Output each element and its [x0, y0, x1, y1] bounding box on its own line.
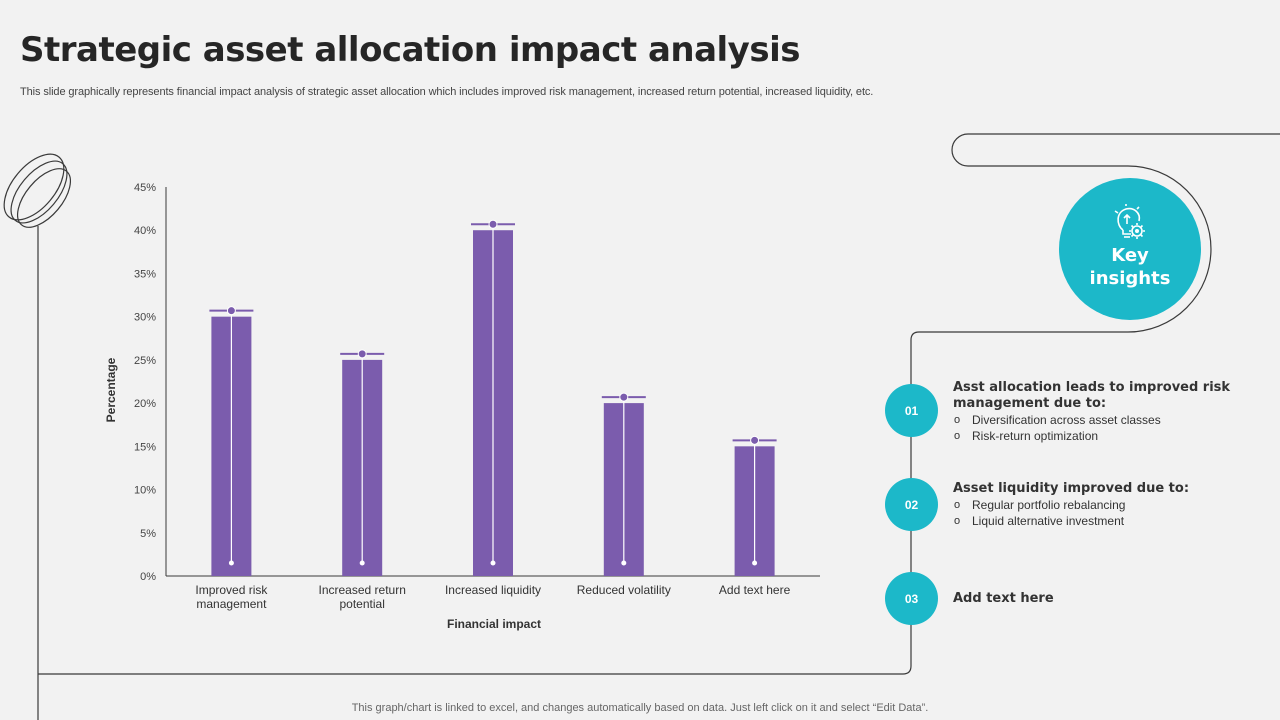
insight-heading: Asset liquidity improved due to: — [953, 481, 1190, 496]
key-insights-badge: Key insights — [1059, 178, 1201, 320]
x-tick-label: Reduced volatility — [577, 583, 671, 597]
y-tick-label: 15% — [134, 441, 156, 453]
insight-heading: Asst allocation leads to improved risk m… — [953, 380, 1231, 411]
bar-cap-dot — [357, 349, 367, 359]
scribble-loop — [3, 153, 65, 221]
bar-base-dot — [490, 560, 496, 566]
scribble-loop — [10, 160, 68, 224]
insight-bullet: Regular portfolio rebalancing — [953, 497, 1253, 513]
x-tick-label: Increased liquidity — [445, 583, 541, 597]
y-tick-label: 0% — [140, 571, 156, 583]
x-tick-label: Add text here — [719, 583, 791, 597]
bar-cap-dot — [488, 219, 498, 229]
x-tick-label: Increased return potential — [319, 583, 406, 611]
bar-base-dot — [228, 560, 234, 566]
insight-bullet: Liquid alternative investment — [953, 513, 1253, 529]
insight-bullet: Diversification across asset classes — [953, 412, 1253, 428]
page-subtitle: This slide graphically represents financ… — [20, 86, 874, 98]
insight-heading: Add text here — [953, 591, 1054, 606]
x-tick-label: Improved risk management — [195, 583, 268, 611]
scribble-loop — [17, 168, 71, 228]
lightbulb-gear-icon — [1114, 204, 1145, 239]
insight-number-badge: 02 — [885, 478, 938, 531]
bar-cap-dot — [619, 392, 629, 402]
insight-bullet: Risk-return optimization — [953, 428, 1253, 444]
bar-base-dot — [359, 560, 365, 566]
bar-base-dot — [621, 560, 627, 566]
key-insights-label: Key insights — [1089, 245, 1171, 289]
bar-base-dot — [752, 560, 758, 566]
insight-number-badge: 01 — [885, 384, 938, 437]
frame-connector-line — [38, 133, 1280, 675]
page-title: Strategic asset allocation impact analys… — [20, 30, 800, 70]
y-axis-title: Percentage — [104, 357, 118, 422]
insight-number-badge: 03 — [885, 572, 938, 625]
y-tick-label: 35% — [134, 268, 156, 280]
y-tick-label: 30% — [134, 312, 156, 324]
y-tick-label: 10% — [134, 485, 156, 497]
x-axis-title: Financial impact — [447, 617, 541, 631]
y-tick-label: 40% — [134, 225, 156, 237]
y-tick-label: 45% — [134, 182, 156, 194]
y-tick-label: 5% — [140, 528, 156, 540]
footer-note: This graph/chart is linked to excel, and… — [351, 702, 929, 714]
bar-cap-dot — [750, 435, 760, 445]
y-tick-label: 20% — [134, 398, 156, 410]
y-tick-label: 25% — [134, 355, 156, 367]
bar-cap-dot — [226, 306, 236, 316]
